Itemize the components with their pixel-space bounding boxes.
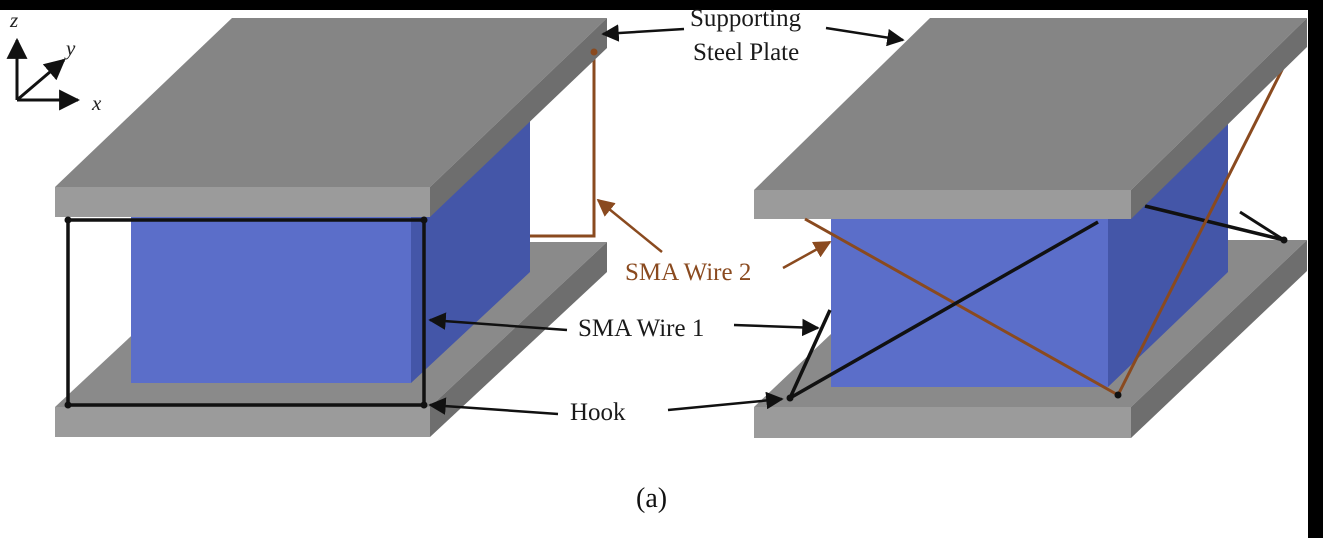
right-hook-front-bottom (786, 394, 794, 402)
callout-sma-wire-1: SMA Wire 1 (428, 312, 820, 342)
callout-hook: Hook (428, 391, 784, 426)
right-bearing (754, 18, 1307, 438)
left-bottom-plate-front (55, 407, 430, 437)
left-top-plate-side (430, 18, 607, 217)
right-top-plate-front (754, 190, 1131, 219)
right-sma-wire-1-short (788, 309, 832, 399)
right-rubber-block (831, 118, 1228, 387)
right-hook-back-bottom (1114, 391, 1122, 399)
right-sma-wire-2-diagonal (804, 217, 1119, 397)
y-axis-label: y (64, 36, 76, 60)
right-bottom-plate-front (754, 407, 1131, 438)
right-top-plate (754, 18, 1307, 219)
left-hook-back-top (590, 48, 598, 56)
callout-supporting-steel-plate: Supporting Steel Plate (601, 5, 905, 66)
arrow-sma-wire-1-right (733, 318, 820, 337)
label-sma-wire-2: SMA Wire 2 (625, 259, 751, 286)
left-hook-top-left (64, 216, 72, 224)
label-steel-plate: Steel Plate (693, 39, 799, 66)
figure-caption: (a) (636, 483, 667, 514)
right-bottom-plate-side (1131, 240, 1307, 438)
z-axis-label: z (9, 8, 18, 32)
arrow-hook-left (428, 397, 559, 416)
left-top-plate-front (55, 187, 430, 217)
right-sma-wire-1-rear-2 (1239, 210, 1285, 242)
left-bottom-plate-side (430, 242, 607, 437)
axis-triad: z y x (6, 8, 102, 115)
arrow-supporting-left (601, 24, 685, 42)
arrow-supporting-right (825, 26, 905, 47)
y-axis-line (16, 58, 66, 102)
left-top-plate (55, 18, 607, 217)
left-hook-bottom-right (420, 401, 428, 409)
label-supporting: Supporting (690, 5, 802, 32)
right-block-front (831, 218, 1108, 387)
arrow-sma-wire-2-left (596, 198, 663, 253)
right-block-side (1108, 118, 1228, 387)
left-hook-bottom-left (64, 401, 72, 409)
right-sma-wire-1-rear (1144, 204, 1285, 242)
callout-sma-wire-2: SMA Wire 2 (596, 198, 832, 286)
right-top-plate-top (754, 18, 1307, 190)
left-top-plate-top (55, 18, 607, 187)
x-axis-label: x (91, 91, 102, 115)
right-sma-wire-2-rear (1116, 65, 1286, 396)
left-sma-wire-2 (530, 52, 596, 238)
left-block-front (131, 216, 411, 383)
right-top-plate-side (1131, 18, 1307, 219)
left-hook-top-right (420, 216, 428, 224)
arrow-hook-right (667, 391, 784, 412)
arrow-sma-wire-1-left (428, 312, 568, 332)
right-sma-wire-1-diagonal (789, 220, 1099, 400)
label-hook: Hook (570, 399, 626, 426)
right-hook-side (1280, 236, 1288, 244)
label-sma-wire-1: SMA Wire 1 (578, 315, 704, 342)
arrow-sma-wire-2-right (782, 240, 832, 270)
